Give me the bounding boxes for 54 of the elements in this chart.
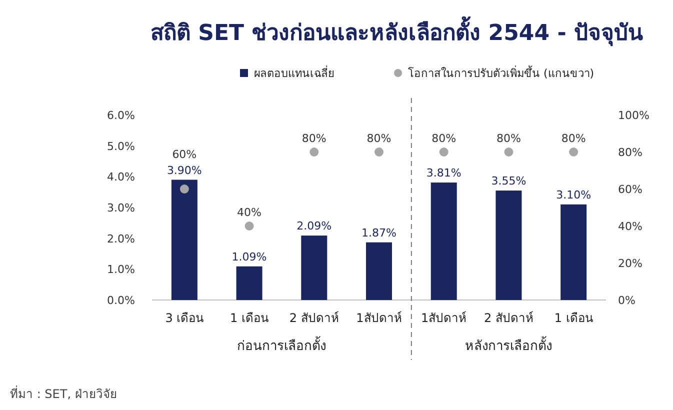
y-tick-label: 0.0% <box>107 294 135 307</box>
text: ที่มา : SET, ฝ่ายวิจัย <box>10 385 117 401</box>
x-tick-label: 1 เดือน <box>554 311 593 325</box>
bar <box>236 266 262 300</box>
y-tick-label: 3.0% <box>107 202 135 214</box>
legend-label: โอกาสในการปรับตัวเพิ่มขึ้น (แกนขวา) <box>408 65 594 80</box>
bar <box>366 242 392 300</box>
data-label: 3.90% <box>166 164 202 177</box>
bar <box>171 180 198 300</box>
y-tick-label: 1.0% <box>107 263 135 276</box>
x-tick-label: 3 เดือน <box>165 311 204 325</box>
data-label: 80% <box>561 132 586 145</box>
x-tick-label: 1 เดือน <box>230 311 269 325</box>
text: หลังการเลือกตั้ง <box>465 336 552 354</box>
data-label: 80% <box>302 132 326 145</box>
bar <box>560 204 587 300</box>
point <box>244 222 254 230</box>
text: ก่อนการเลือกตั้ง <box>237 336 326 354</box>
y-tick-label: 5.0% <box>107 140 135 153</box>
y2-tick-label: 100% <box>618 109 650 122</box>
point <box>439 148 448 156</box>
y2-tick-label: 80% <box>618 146 642 159</box>
y2-tick-label: 20% <box>618 257 642 270</box>
point <box>569 148 578 156</box>
x-tick-label: 1สัปดาห์ <box>356 311 402 325</box>
y-tick-label: 4.0% <box>107 170 135 184</box>
data-label: 1.87% <box>362 226 396 240</box>
x-tick-label: 1สัปดาห์ <box>421 311 467 325</box>
y2-tick-label: 60% <box>618 183 642 196</box>
bar <box>301 236 328 300</box>
data-label: 60% <box>172 148 197 161</box>
data-label: 3.10% <box>556 188 592 202</box>
bar <box>496 190 522 300</box>
y-tick-label: 2.0% <box>107 232 135 246</box>
data-label: 3.81% <box>426 166 462 180</box>
data-label: 40% <box>237 206 262 219</box>
data-label: 80% <box>496 132 521 145</box>
data-label: 3.55% <box>491 174 526 188</box>
x-tick-label: 2 สัปดาห์ <box>289 311 339 325</box>
data-label: 80% <box>366 132 392 145</box>
y2-tick-label: 40% <box>618 220 642 233</box>
data-label: 80% <box>432 132 456 145</box>
x-tick-label: 2 สัปดาห์ <box>484 311 534 325</box>
point <box>374 148 384 156</box>
data-label: 1.09% <box>232 250 267 264</box>
point <box>180 184 189 194</box>
y-tick-label: 6.0% <box>107 109 135 122</box>
data-label: 2.09% <box>296 220 332 233</box>
legend-label: ผลตอบแทนเฉลี่ย <box>254 65 334 80</box>
point <box>310 148 319 156</box>
point <box>504 148 514 156</box>
chart-title: สถิติ SET ช่วงก่อนและหลังเลือกตั้ง 2544 - ปัจจุบัน <box>150 16 643 47</box>
bar <box>430 182 457 300</box>
y2-tick-label: 0% <box>618 294 636 307</box>
